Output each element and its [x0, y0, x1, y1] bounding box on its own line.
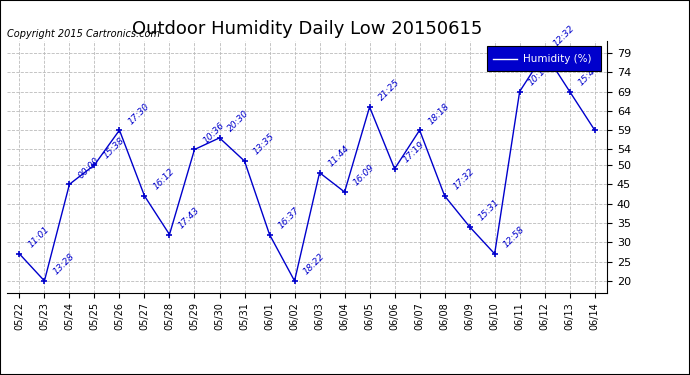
Text: 13:28: 13:28	[51, 252, 76, 277]
Text: 18:18: 18:18	[426, 101, 451, 126]
Text: 16:37: 16:37	[277, 206, 302, 230]
Text: 16:12: 16:12	[151, 167, 176, 192]
Text: 00:00: 00:00	[77, 155, 101, 180]
Text: 20:30: 20:30	[226, 109, 251, 134]
Text: 12:58: 12:58	[502, 225, 526, 250]
Bar	[487, 46, 601, 71]
Text: 11:44: 11:44	[326, 144, 351, 168]
Text: Humidity (%): Humidity (%)	[523, 54, 591, 64]
Text: 15:38: 15:38	[101, 136, 126, 161]
Text: 15:31: 15:31	[477, 198, 502, 223]
Text: 17:32: 17:32	[451, 167, 476, 192]
Text: 17:30: 17:30	[126, 101, 151, 126]
Text: 12:32: 12:32	[551, 24, 576, 49]
Text: 18:22: 18:22	[302, 252, 326, 277]
Text: 10:11: 10:11	[526, 63, 551, 87]
Text: 15:40: 15:40	[577, 63, 602, 87]
Text: 17:43: 17:43	[177, 206, 201, 230]
Text: 10:36: 10:36	[201, 121, 226, 146]
Text: Copyright 2015 Cartronics.com: Copyright 2015 Cartronics.com	[7, 29, 160, 39]
Text: 16:09: 16:09	[351, 163, 376, 188]
Text: 11:01: 11:01	[26, 225, 51, 250]
Text: 17:19: 17:19	[402, 140, 426, 165]
Text: 13:35: 13:35	[251, 132, 276, 157]
Text: 21:25: 21:25	[377, 78, 402, 103]
Title: Outdoor Humidity Daily Low 20150615: Outdoor Humidity Daily Low 20150615	[132, 20, 482, 38]
